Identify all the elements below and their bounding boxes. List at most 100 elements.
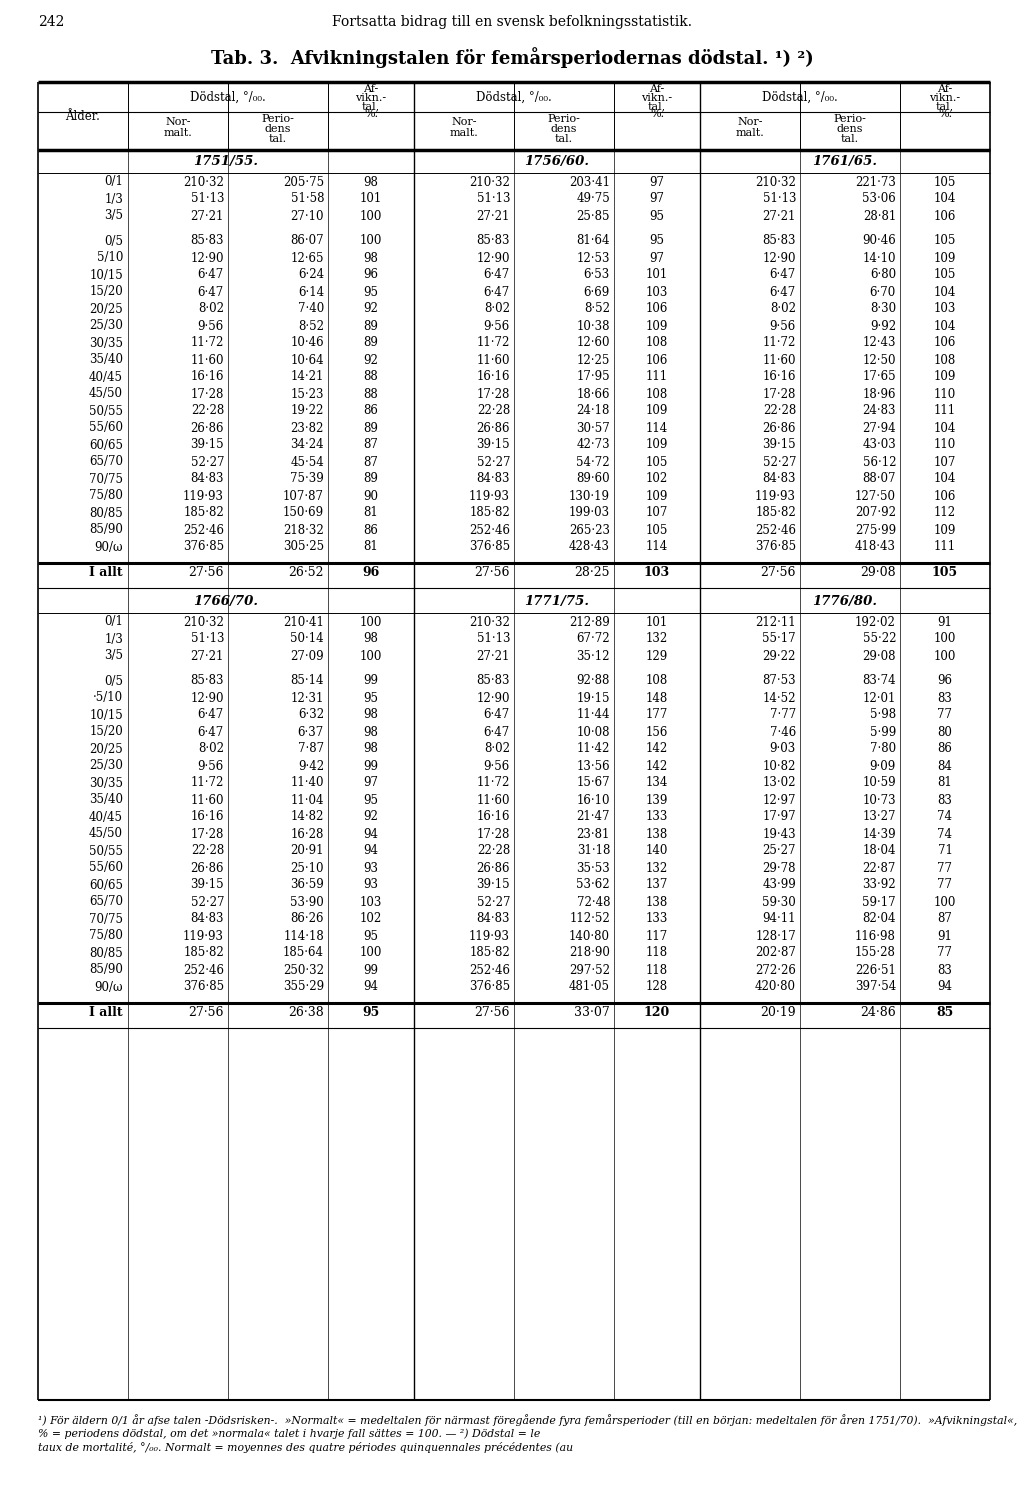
Text: 185·82: 185·82: [183, 947, 224, 960]
Text: 252·46: 252·46: [469, 963, 510, 976]
Text: 83: 83: [938, 963, 952, 976]
Text: 8·02: 8·02: [198, 742, 224, 755]
Text: 26·52: 26·52: [289, 566, 324, 578]
Text: 96: 96: [938, 675, 952, 687]
Text: 140: 140: [646, 845, 669, 857]
Text: 52·27: 52·27: [476, 455, 510, 469]
Text: 88·07: 88·07: [862, 472, 896, 485]
Text: 97: 97: [649, 251, 665, 264]
Text: Fortsatta bidrag till en svensk befolkningsstatistik.: Fortsatta bidrag till en svensk befolkni…: [332, 15, 692, 28]
Text: 85·83: 85·83: [763, 234, 796, 248]
Text: 80/85: 80/85: [89, 947, 123, 960]
Text: 97: 97: [649, 193, 665, 206]
Text: 11·42: 11·42: [577, 742, 610, 755]
Text: 29·78: 29·78: [763, 861, 796, 875]
Text: 87: 87: [364, 455, 379, 469]
Text: 28·81: 28·81: [863, 209, 896, 222]
Text: 107: 107: [934, 455, 956, 469]
Text: 54·72: 54·72: [577, 455, 610, 469]
Text: Nor-: Nor-: [452, 116, 477, 127]
Text: 185·82: 185·82: [469, 947, 510, 960]
Text: 12·01: 12·01: [862, 691, 896, 705]
Text: Ålder.: Ålder.: [66, 109, 100, 122]
Text: 99: 99: [364, 760, 379, 772]
Text: 11·44: 11·44: [577, 709, 610, 721]
Text: 89: 89: [364, 472, 379, 485]
Text: 95: 95: [364, 930, 379, 942]
Text: 376·85: 376·85: [469, 540, 510, 554]
Text: 77: 77: [938, 878, 952, 891]
Text: 22·28: 22·28: [190, 405, 224, 418]
Text: 6·47: 6·47: [198, 709, 224, 721]
Text: 119·93: 119·93: [469, 490, 510, 503]
Text: 39·15: 39·15: [190, 439, 224, 451]
Text: 12·31: 12·31: [291, 691, 324, 705]
Text: 272·26: 272·26: [755, 963, 796, 976]
Text: 252·46: 252·46: [469, 524, 510, 536]
Text: Perio-: Perio-: [261, 113, 295, 124]
Text: 100: 100: [359, 615, 382, 629]
Text: 42·73: 42·73: [577, 439, 610, 451]
Text: 26·86: 26·86: [190, 421, 224, 434]
Text: 7·87: 7·87: [298, 742, 324, 755]
Text: 27·56: 27·56: [761, 566, 796, 578]
Text: 185·82: 185·82: [756, 506, 796, 520]
Text: 210·32: 210·32: [469, 615, 510, 629]
Text: 212·11: 212·11: [756, 615, 796, 629]
Text: 12·90: 12·90: [763, 251, 796, 264]
Text: Nor-: Nor-: [737, 116, 763, 127]
Text: 87: 87: [938, 912, 952, 926]
Text: 106: 106: [934, 209, 956, 222]
Text: 128·17: 128·17: [756, 930, 796, 942]
Text: 14·21: 14·21: [291, 370, 324, 384]
Text: vikn.-: vikn.-: [641, 93, 673, 103]
Text: 210·32: 210·32: [469, 176, 510, 188]
Text: 5/10: 5/10: [96, 251, 123, 264]
Text: 1751/55.: 1751/55.: [194, 155, 258, 169]
Text: 27·94: 27·94: [862, 421, 896, 434]
Text: 70/75: 70/75: [89, 912, 123, 926]
Text: 428·43: 428·43: [569, 540, 610, 554]
Text: 92: 92: [364, 303, 379, 315]
Text: 376·85: 376·85: [183, 540, 224, 554]
Text: 96: 96: [362, 566, 380, 578]
Text: 110: 110: [934, 439, 956, 451]
Text: tal.: tal.: [269, 134, 287, 143]
Text: 86·26: 86·26: [291, 912, 324, 926]
Text: 6·37: 6·37: [298, 726, 324, 739]
Text: 102: 102: [646, 472, 668, 485]
Text: 11·60: 11·60: [763, 354, 796, 366]
Text: 17·65: 17·65: [862, 370, 896, 384]
Text: 16·16: 16·16: [476, 370, 510, 384]
Text: 27·56: 27·56: [474, 566, 510, 578]
Text: 65/70: 65/70: [89, 896, 123, 909]
Text: 27·09: 27·09: [291, 649, 324, 663]
Text: 82·04: 82·04: [862, 912, 896, 926]
Text: 112·52: 112·52: [569, 912, 610, 926]
Text: 20·19: 20·19: [761, 1005, 796, 1018]
Text: 84·83: 84·83: [476, 472, 510, 485]
Text: 109: 109: [934, 524, 956, 536]
Text: 120: 120: [644, 1005, 670, 1018]
Text: 27·56: 27·56: [188, 1005, 224, 1018]
Text: 100: 100: [359, 209, 382, 222]
Text: 98: 98: [364, 742, 379, 755]
Text: 84·83: 84·83: [190, 472, 224, 485]
Text: 23·81: 23·81: [577, 827, 610, 841]
Text: 16·28: 16·28: [291, 827, 324, 841]
Text: 98: 98: [364, 726, 379, 739]
Text: 112: 112: [934, 506, 956, 520]
Text: 110: 110: [934, 388, 956, 400]
Text: 19·43: 19·43: [763, 827, 796, 841]
Text: 104: 104: [934, 421, 956, 434]
Text: 6·47: 6·47: [483, 285, 510, 299]
Text: 81: 81: [938, 776, 952, 790]
Text: 105: 105: [934, 269, 956, 282]
Text: 25·85: 25·85: [577, 209, 610, 222]
Text: Dödstal, °/₀₀.: Dödstal, °/₀₀.: [190, 91, 266, 103]
Text: 102: 102: [359, 912, 382, 926]
Text: 53·06: 53·06: [862, 193, 896, 206]
Text: 0/5: 0/5: [104, 234, 123, 248]
Text: 155·28: 155·28: [855, 947, 896, 960]
Text: 12·60: 12·60: [577, 336, 610, 349]
